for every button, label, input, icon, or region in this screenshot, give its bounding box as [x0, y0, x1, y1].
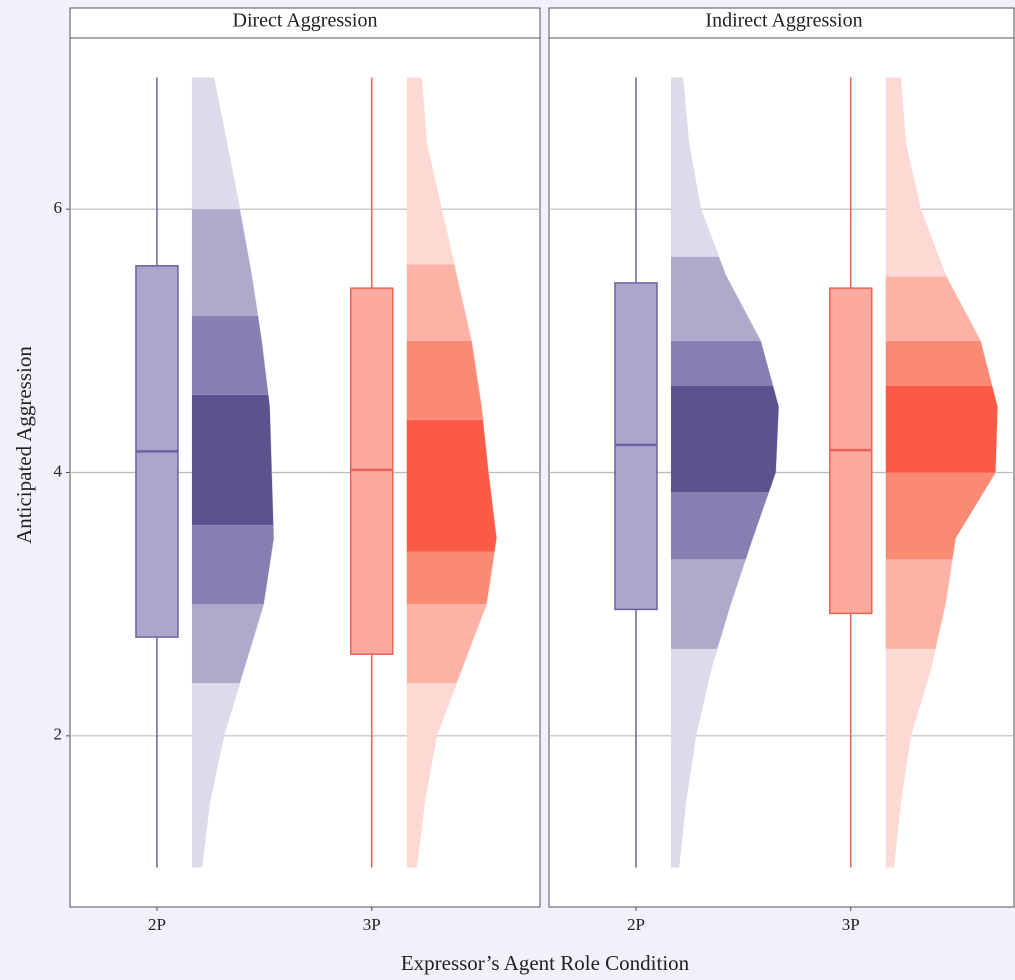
box — [349, 287, 394, 655]
density-band — [191, 209, 259, 316]
density-band — [670, 648, 718, 868]
x-axis-title: Expressor’s Agent Role Condition — [401, 951, 690, 975]
y-tick-label: 2 — [54, 725, 63, 744]
panel-title: Indirect Aggression — [705, 10, 862, 32]
strip-background — [548, 7, 1015, 39]
density-band — [191, 604, 264, 684]
density-band — [191, 394, 274, 526]
density-outline — [201, 77, 275, 868]
density-band — [670, 256, 761, 341]
density-band — [191, 525, 274, 605]
density-band — [406, 683, 457, 868]
panel-title: Direct Aggression — [233, 10, 378, 32]
density-band — [670, 385, 779, 493]
density-outline — [893, 77, 998, 868]
density-outline — [678, 77, 780, 868]
x-tick-label: 3P — [842, 915, 860, 934]
density-band — [885, 559, 953, 649]
density-band — [670, 77, 719, 257]
x-tick-label: 2P — [148, 915, 166, 934]
density-band — [885, 472, 996, 560]
x-tick-label: 2P — [627, 915, 645, 934]
density-band — [406, 340, 484, 420]
density-band — [885, 648, 936, 868]
density-band — [885, 340, 993, 386]
strip-background — [69, 7, 541, 39]
density-band — [406, 264, 472, 341]
box — [614, 282, 658, 611]
density-band — [191, 683, 240, 868]
density-band — [406, 77, 455, 265]
density-band — [191, 315, 269, 395]
density-band — [191, 77, 240, 210]
density-outline — [416, 77, 497, 868]
density-band — [885, 276, 981, 341]
y-tick-label: 6 — [54, 198, 63, 217]
density-band — [670, 492, 770, 560]
density-band — [406, 604, 487, 684]
y-axis-title: Anticipated Aggression — [12, 346, 36, 544]
density-band — [406, 551, 495, 605]
density-band — [885, 385, 998, 473]
density-band — [885, 77, 947, 277]
density-band — [406, 419, 497, 552]
density-band — [670, 559, 746, 649]
y-tick-label: 4 — [54, 461, 63, 480]
density-band — [670, 340, 774, 386]
x-tick-label: 3P — [363, 915, 381, 934]
